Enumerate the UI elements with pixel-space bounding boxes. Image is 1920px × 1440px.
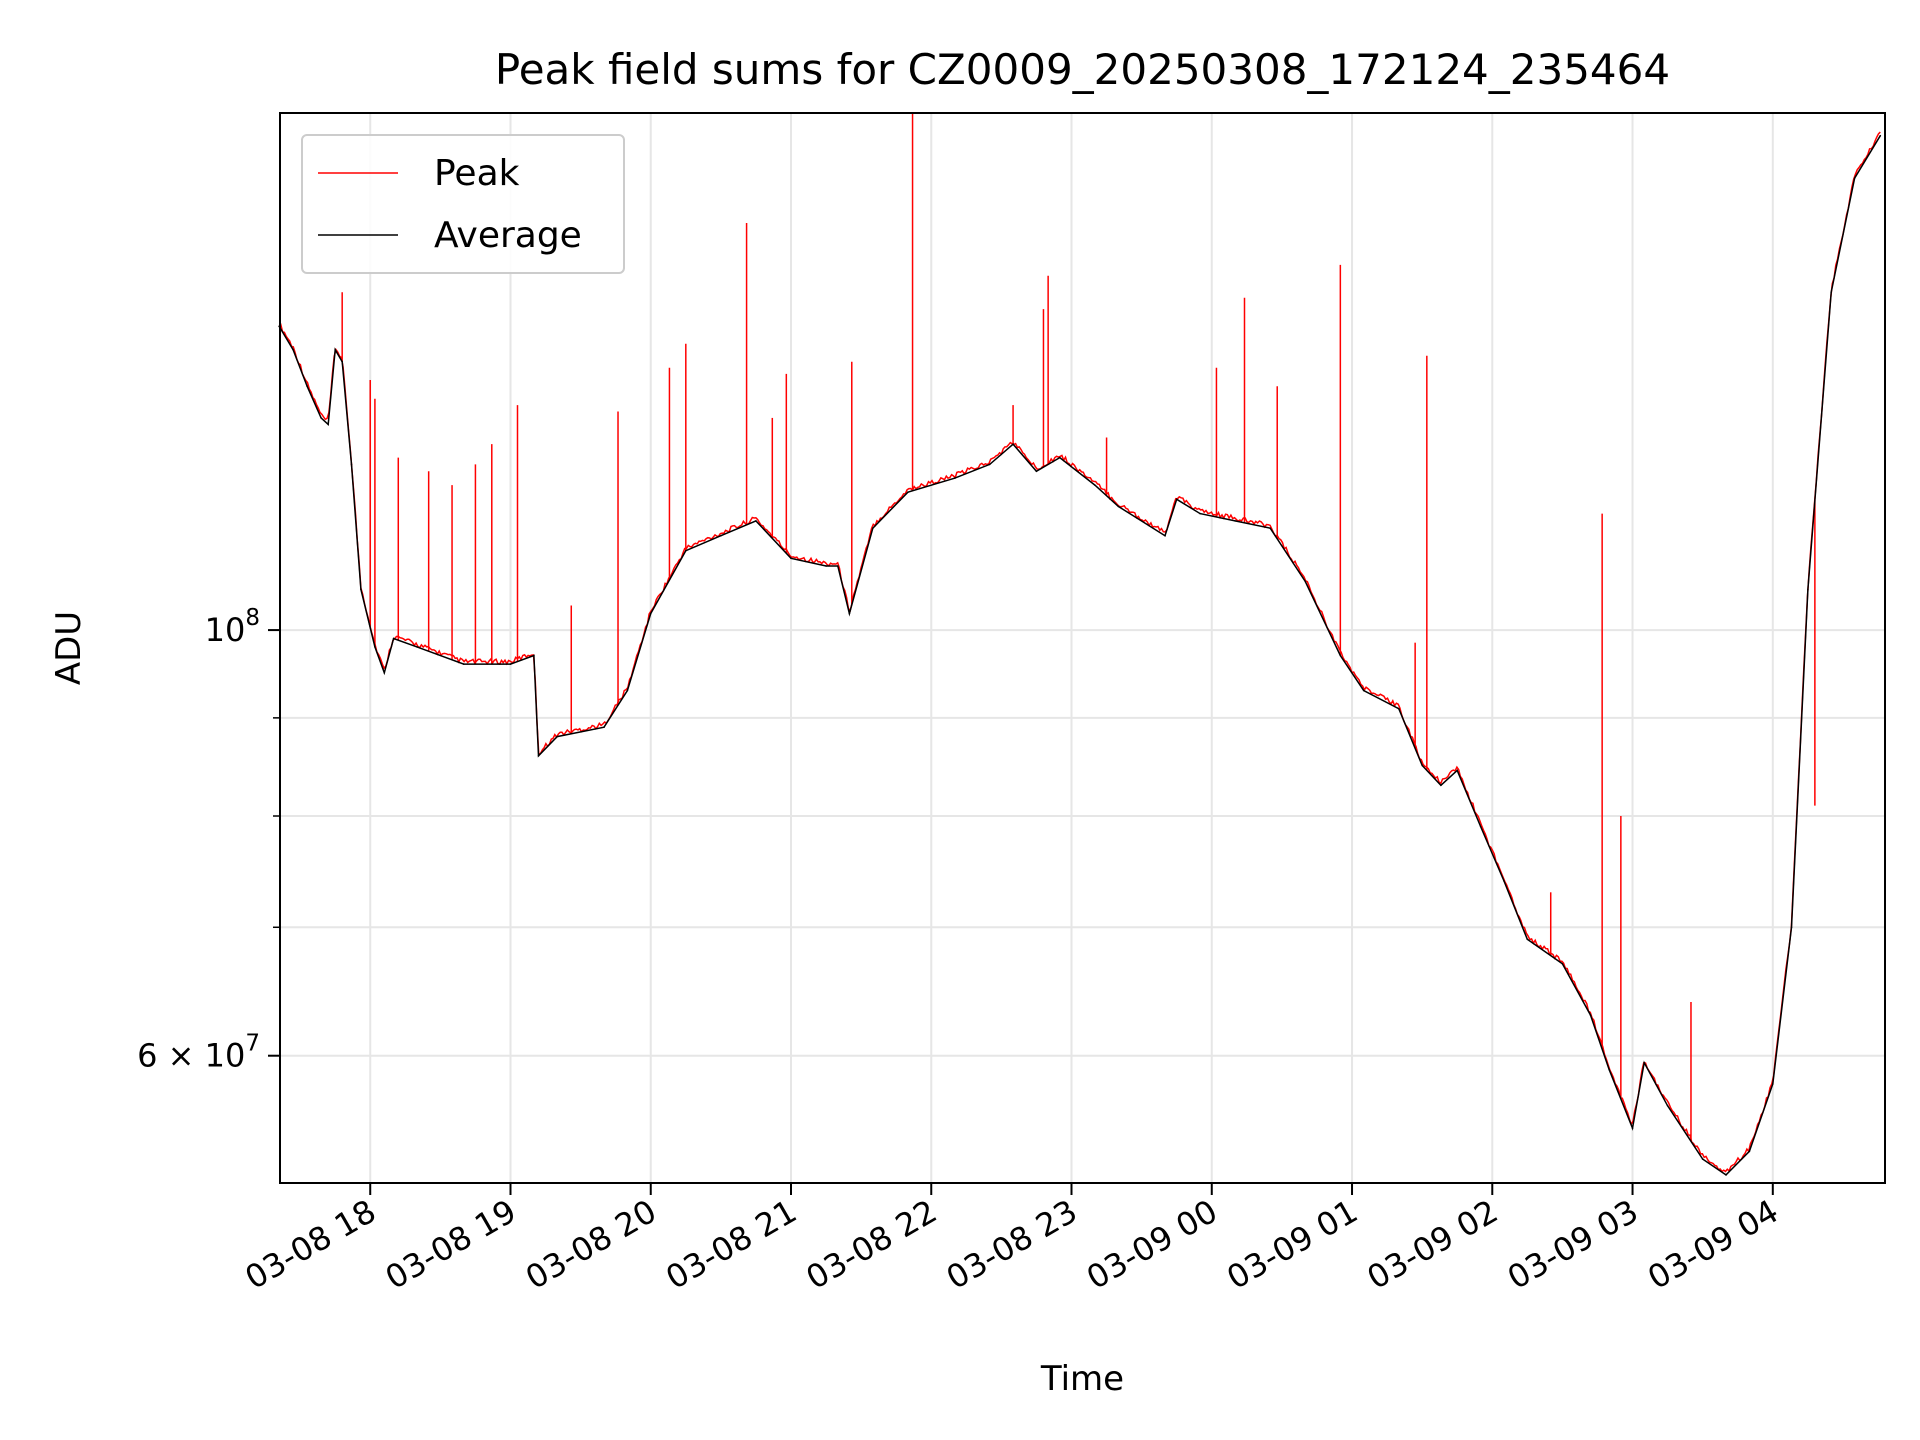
average-point [462, 663, 465, 665]
grid-lines [280, 113, 1885, 1183]
average-point [416, 646, 418, 648]
average-point [1440, 784, 1442, 787]
average-point [306, 385, 308, 388]
average-point [953, 477, 956, 480]
average-point [1175, 498, 1178, 501]
average-point [1339, 654, 1342, 657]
average-point [1362, 689, 1365, 692]
peak-series-line [278, 131, 1881, 1173]
average-point [1059, 456, 1061, 459]
average-point [1398, 707, 1400, 710]
legend-box [301, 134, 625, 274]
average-point [1830, 291, 1832, 294]
average-point [1643, 1061, 1645, 1064]
average-point [360, 588, 362, 591]
average-point [1701, 1158, 1704, 1160]
average-point [537, 755, 540, 757]
y-axis-title: ADU [49, 611, 89, 685]
average-point [603, 726, 605, 728]
average-point [556, 735, 558, 738]
average-point [292, 348, 294, 351]
average-point [1164, 534, 1166, 537]
average-point [1666, 1105, 1669, 1107]
average-point [1234, 520, 1236, 522]
average-point [1421, 764, 1423, 767]
legend: Peak Average [301, 134, 625, 274]
average-point [1608, 1068, 1610, 1071]
average-point [1631, 1127, 1634, 1129]
y-tick-label: 108 [205, 605, 260, 649]
average-point [848, 612, 851, 615]
average-point [327, 423, 330, 426]
average-point [374, 646, 376, 648]
legend-label-average: Average [434, 215, 582, 256]
average-point [988, 463, 991, 466]
legend-label-peak: Peak [434, 153, 520, 194]
average-point [1094, 484, 1096, 486]
average-point [392, 637, 395, 640]
average-point [720, 534, 722, 537]
average-point [1117, 505, 1120, 508]
average-point [320, 417, 322, 419]
average-point [1790, 926, 1793, 929]
average-point [341, 360, 344, 363]
average-point [825, 565, 827, 567]
average-point [533, 654, 535, 657]
x-axis-title: Time [1040, 1359, 1124, 1399]
average-point [1879, 134, 1882, 137]
average-point [1772, 1083, 1774, 1085]
average-point [755, 520, 757, 522]
axes-frame [279, 112, 1886, 1184]
average-point [1589, 1014, 1592, 1016]
average-point [383, 672, 386, 674]
average-point [626, 689, 629, 692]
average-point [649, 612, 652, 615]
chart-title: Peak field sums for CZ0009_20250308_1721… [495, 45, 1670, 94]
average-point [1456, 769, 1458, 772]
average-point [1012, 443, 1014, 446]
average-point [1199, 512, 1201, 515]
average-point [334, 348, 337, 351]
average-point [350, 463, 353, 466]
average-point [790, 557, 792, 560]
average-point [907, 491, 909, 494]
average-point [1526, 938, 1529, 941]
average-point [1853, 177, 1856, 179]
average-point [872, 527, 874, 529]
average-point [1503, 880, 1505, 882]
average-point [1035, 470, 1038, 473]
y-tick-label: 6 × 107 [137, 1031, 260, 1075]
average-point [1725, 1174, 1727, 1176]
average-point [837, 565, 839, 567]
average-point [1807, 588, 1809, 591]
average-point [1304, 580, 1307, 583]
average-point [1748, 1150, 1751, 1153]
average-point [685, 549, 687, 552]
average-point [1269, 527, 1271, 529]
average-point [1479, 825, 1482, 828]
plot-data [278, 113, 1882, 1176]
average-point [1561, 963, 1564, 965]
average-point [509, 663, 512, 665]
